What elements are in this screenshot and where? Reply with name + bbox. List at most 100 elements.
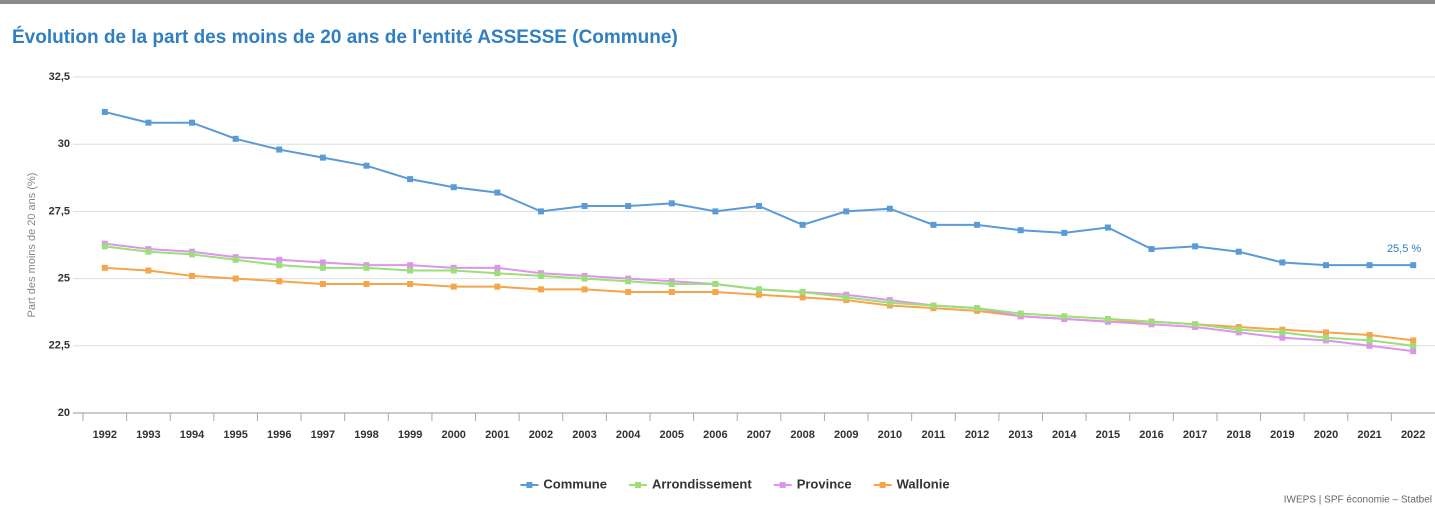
point <box>276 262 283 269</box>
x-tick-label: 2016 <box>1139 429 1163 441</box>
point <box>101 108 108 115</box>
x-tick-label: 2002 <box>529 429 553 441</box>
x-tick-label: 2013 <box>1008 429 1032 441</box>
point <box>537 272 544 279</box>
point <box>712 280 719 287</box>
point <box>625 278 632 285</box>
point <box>407 176 414 183</box>
point <box>363 264 370 271</box>
x-tick-label: 1997 <box>311 429 335 441</box>
x-tick-label: 1992 <box>93 429 117 441</box>
legend-marker <box>779 482 786 488</box>
x-tick-label: 2022 <box>1401 429 1425 441</box>
point <box>1322 334 1329 341</box>
point <box>1192 243 1199 250</box>
point <box>625 289 632 296</box>
legend-label: Province <box>797 476 852 491</box>
point <box>101 243 108 250</box>
x-tick-label: 2012 <box>965 429 989 441</box>
point <box>581 286 588 293</box>
point <box>930 302 937 309</box>
point <box>145 267 152 274</box>
point <box>581 203 588 210</box>
point <box>1366 262 1373 269</box>
point <box>232 135 239 142</box>
point <box>407 280 414 287</box>
x-tick-label: 1993 <box>136 429 160 441</box>
x-tick-label: 2007 <box>747 429 771 441</box>
x-tick-label: 2014 <box>1052 429 1077 441</box>
point <box>756 291 762 298</box>
x-tick-label: 2006 <box>703 429 727 441</box>
x-tick-label: 1994 <box>180 429 205 441</box>
point <box>668 200 675 207</box>
point <box>232 256 239 263</box>
legend-marker <box>634 482 641 488</box>
x-tick-label: 2001 <box>485 429 509 441</box>
source: IWEPS | SPF économie – Statbel <box>1284 495 1432 506</box>
point <box>363 280 370 287</box>
point <box>189 119 196 126</box>
point <box>276 256 283 263</box>
point <box>668 280 675 287</box>
point <box>974 305 981 312</box>
point <box>319 280 326 287</box>
x-tick-label: 1995 <box>223 429 247 441</box>
point <box>145 119 152 126</box>
point <box>494 283 501 290</box>
point <box>1017 227 1024 234</box>
point <box>712 289 719 296</box>
point <box>1235 326 1242 333</box>
x-tick-label: 2015 <box>1096 429 1120 441</box>
x-tick-label: 2021 <box>1357 429 1381 441</box>
point <box>1061 229 1068 236</box>
x-tick-label: 2005 <box>660 429 684 441</box>
point <box>1410 337 1417 344</box>
x-tick-label: 2018 <box>1226 429 1250 441</box>
point <box>1322 262 1329 269</box>
x-tick-label: 1998 <box>354 429 378 441</box>
point <box>1366 337 1373 344</box>
point <box>101 264 108 271</box>
point <box>450 283 457 290</box>
y-axis-label: Part des moins de 20 ans (%) <box>26 173 38 318</box>
point <box>1279 334 1286 341</box>
point <box>319 264 326 271</box>
x-tick-label: 1999 <box>398 429 422 441</box>
x-tick-label: 2000 <box>441 429 465 441</box>
point <box>276 146 283 153</box>
point <box>886 205 893 212</box>
x-tick-label: 2011 <box>922 429 946 441</box>
top-border <box>0 0 1435 4</box>
point <box>756 286 762 293</box>
point <box>843 208 850 215</box>
point <box>494 264 501 271</box>
point <box>625 203 632 210</box>
point <box>1104 224 1111 231</box>
legend-label: Commune <box>543 476 607 491</box>
point <box>1410 262 1417 269</box>
legend-label: Arrondissement <box>652 476 752 491</box>
point <box>1322 329 1329 336</box>
point <box>799 221 806 228</box>
point <box>189 272 196 279</box>
point <box>537 286 544 293</box>
point <box>668 289 675 296</box>
point <box>756 203 762 210</box>
legend-marker <box>879 482 886 488</box>
point <box>537 208 544 215</box>
x-tick-label: 2010 <box>878 429 902 441</box>
y-tick-label: 30 <box>58 138 70 150</box>
point <box>450 267 457 274</box>
data-label: 25,5 % <box>1387 243 1421 255</box>
point <box>799 289 806 296</box>
point <box>145 248 152 255</box>
point <box>189 251 196 258</box>
point <box>407 267 414 274</box>
x-tick-label: 2008 <box>790 429 814 441</box>
point <box>407 262 414 269</box>
point <box>712 208 719 215</box>
point <box>1017 310 1024 317</box>
point <box>974 221 981 228</box>
point <box>363 162 370 169</box>
